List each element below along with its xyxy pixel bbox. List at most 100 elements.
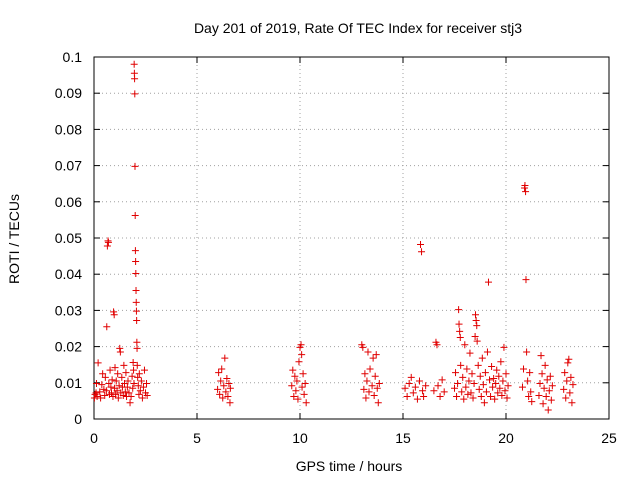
data-point xyxy=(469,394,477,402)
data-point xyxy=(401,384,409,392)
data-point xyxy=(494,389,502,397)
data-point xyxy=(479,381,487,389)
data-point xyxy=(526,369,534,377)
data-point xyxy=(363,377,371,385)
data-point xyxy=(135,370,143,378)
grid-lines xyxy=(94,57,609,419)
data-point xyxy=(482,388,490,396)
data-point xyxy=(536,380,544,388)
data-point xyxy=(98,381,106,389)
data-point xyxy=(101,373,109,381)
x-tick-label: 15 xyxy=(395,430,411,446)
data-point xyxy=(466,349,474,357)
data-point xyxy=(103,323,111,331)
data-point xyxy=(451,384,458,392)
data-point xyxy=(518,383,526,391)
x-axis-title: GPS time / hours xyxy=(296,458,403,474)
data-point xyxy=(131,212,139,220)
data-point xyxy=(223,374,231,382)
data-point xyxy=(521,182,529,190)
data-point xyxy=(289,366,297,374)
data-points xyxy=(90,60,577,414)
data-point xyxy=(440,388,448,396)
data-point xyxy=(462,383,470,391)
data-point xyxy=(132,286,140,294)
data-point xyxy=(418,248,426,256)
data-point xyxy=(413,395,421,403)
data-point xyxy=(436,393,444,401)
data-point xyxy=(114,394,122,402)
data-point xyxy=(495,372,503,380)
data-point xyxy=(143,391,151,399)
data-point xyxy=(94,359,102,367)
data-point xyxy=(137,377,145,385)
data-point xyxy=(496,384,504,392)
y-tick-label: 0 xyxy=(74,411,82,427)
data-point xyxy=(562,394,570,402)
data-point xyxy=(225,380,233,388)
data-point xyxy=(297,341,305,349)
data-point xyxy=(527,388,535,396)
data-point xyxy=(503,394,511,402)
data-point xyxy=(417,241,425,249)
data-point xyxy=(456,327,464,335)
data-point xyxy=(486,376,494,384)
data-point xyxy=(110,311,118,319)
data-point xyxy=(403,393,411,401)
data-point xyxy=(419,387,427,395)
data-point xyxy=(470,380,478,388)
y-tick-label: 0.06 xyxy=(55,194,82,210)
data-point xyxy=(124,377,132,385)
data-point xyxy=(364,348,372,356)
data-point xyxy=(127,393,135,401)
data-point xyxy=(370,391,378,399)
data-point xyxy=(563,377,571,385)
data-point xyxy=(477,393,485,401)
data-point xyxy=(375,380,383,388)
x-tick-label: 10 xyxy=(292,430,308,446)
data-point xyxy=(422,382,430,390)
data-point xyxy=(120,361,128,369)
data-point xyxy=(525,393,533,401)
data-point xyxy=(420,393,428,401)
data-point xyxy=(500,343,508,351)
data-point xyxy=(291,372,299,380)
data-point xyxy=(371,372,379,380)
y-tick-label: 0.03 xyxy=(55,302,82,318)
data-point xyxy=(452,369,460,377)
data-point xyxy=(140,366,148,374)
data-point xyxy=(411,383,419,391)
data-point xyxy=(120,380,128,388)
data-point xyxy=(491,395,499,403)
data-point xyxy=(222,388,230,396)
data-point xyxy=(107,383,115,391)
data-point xyxy=(415,377,423,385)
data-point xyxy=(434,382,442,390)
data-point xyxy=(455,306,463,314)
x-tick-label: 0 xyxy=(90,430,98,446)
y-tick-label: 0.05 xyxy=(55,230,82,246)
data-point xyxy=(483,348,491,356)
data-point xyxy=(97,394,105,402)
data-point xyxy=(407,373,415,381)
data-point xyxy=(125,389,133,397)
data-point xyxy=(520,365,528,373)
data-point xyxy=(139,383,147,391)
data-point xyxy=(463,365,471,373)
data-point xyxy=(453,393,461,401)
data-point xyxy=(567,373,575,381)
data-point xyxy=(114,370,122,378)
data-point xyxy=(455,320,463,328)
data-point xyxy=(433,341,441,349)
data-point xyxy=(472,317,480,325)
data-point xyxy=(544,406,552,414)
data-point xyxy=(540,384,548,392)
data-point xyxy=(454,380,462,388)
data-point xyxy=(130,380,138,388)
data-point xyxy=(468,370,476,378)
data-point xyxy=(116,344,124,352)
data-point xyxy=(522,188,530,196)
data-point xyxy=(105,380,113,388)
data-point xyxy=(133,317,141,325)
